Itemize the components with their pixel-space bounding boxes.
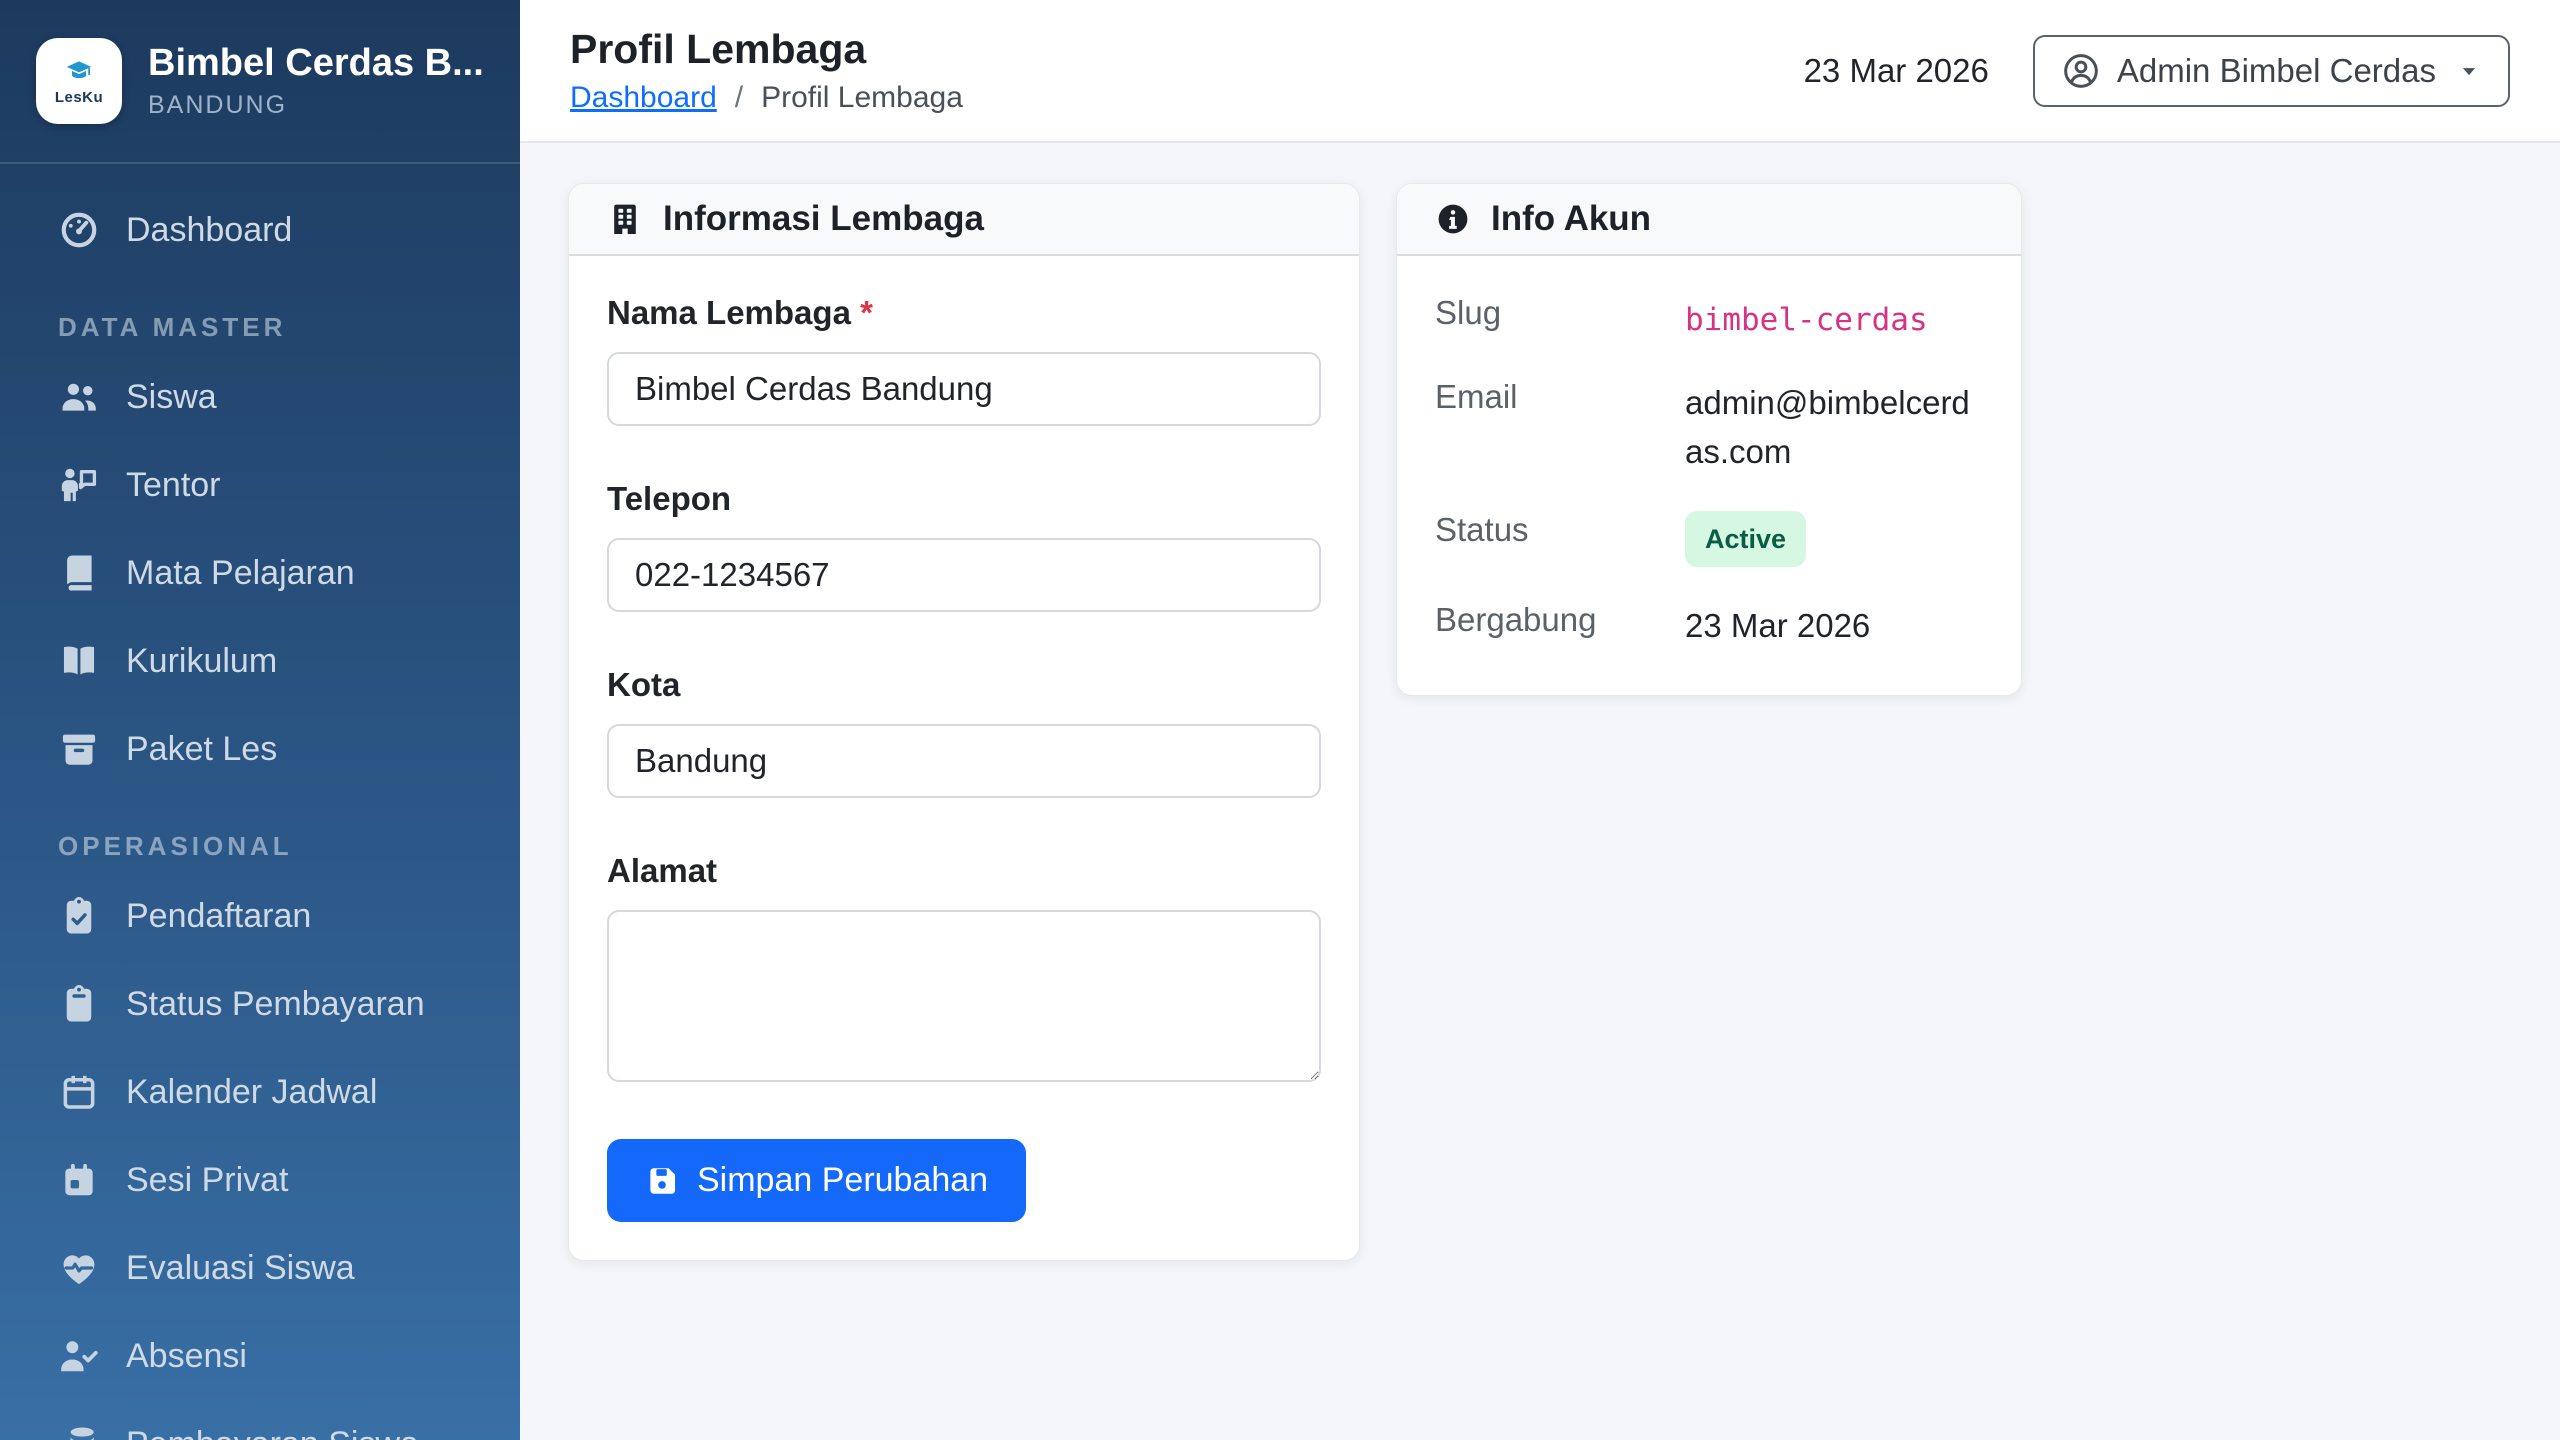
brand[interactable]: LesKu Bimbel Cerdas B... BANDUNG: [0, 0, 520, 164]
sidebar-item-label: Dashboard: [126, 210, 293, 249]
account-row-bergabung: Bergabung 23 Mar 2026: [1435, 601, 1983, 651]
sidebar-item-label: Pendaftaran: [126, 896, 312, 935]
kota-input[interactable]: [607, 724, 1321, 798]
caret-down-icon: [2456, 58, 2482, 84]
sidebar-item-label: Pembayaran Siswa: [126, 1425, 419, 1440]
calendar-icon: [58, 1071, 100, 1113]
sidebar-item-paket-les[interactable]: Paket Les: [18, 713, 502, 785]
coins-icon: [58, 1423, 100, 1440]
sidebar-item-label: Absensi: [126, 1336, 247, 1375]
info-circle-icon: [1435, 201, 1471, 237]
user-menu-button[interactable]: Admin Bimbel Cerdas: [2032, 34, 2510, 107]
email-value: admin@bimbelcerdas.com: [1685, 383, 1970, 471]
clipboard-icon: [58, 983, 100, 1025]
sidebar-nav: Dashboard DATA MASTER Siswa Tentor Mata …: [0, 164, 520, 1440]
sidebar-item-label: Kalender Jadwal: [126, 1072, 378, 1111]
sidebar-item-dashboard[interactable]: Dashboard: [18, 194, 502, 266]
topbar: Profil Lembaga Dashboard / Profil Lembag…: [520, 0, 2560, 143]
book-open-icon: [58, 640, 100, 682]
slug-value: bimbel-cerdas: [1685, 302, 1928, 338]
save-button-label: Simpan Perubahan: [697, 1161, 989, 1199]
row-label: Slug: [1435, 294, 1502, 331]
account-row-email: Email admin@bimbelcerdas.com: [1435, 378, 1983, 477]
informasi-lembaga-card: Informasi Lembaga Nama Lembaga * Telepon…: [568, 183, 1360, 1261]
current-date: 23 Mar 2026: [1803, 51, 1989, 89]
card-title: Info Akun: [1491, 199, 1652, 238]
building-icon: [607, 201, 643, 237]
user-check-icon: [58, 1335, 100, 1377]
card-title: Informasi Lembaga: [663, 199, 984, 238]
row-label: Status: [1435, 510, 1529, 548]
heart-pulse-icon: [58, 1247, 100, 1289]
sidebar-item-label: Paket Les: [126, 729, 278, 768]
joined-value: 23 Mar 2026: [1685, 607, 1871, 644]
sidebar-item-sesi-privat[interactable]: Sesi Privat: [18, 1144, 502, 1216]
sidebar-item-absensi[interactable]: Absensi: [18, 1320, 502, 1392]
status-badge: Active: [1685, 510, 1807, 567]
sidebar-item-siswa[interactable]: Siswa: [18, 361, 502, 433]
required-asterisk: *: [860, 294, 873, 331]
sidebar-item-pembayaran-siswa[interactable]: Pembayaran Siswa: [18, 1408, 502, 1440]
account-row-slug: Slug bimbel-cerdas: [1435, 294, 1983, 344]
sidebar-item-label: Kurikulum: [126, 641, 278, 680]
sidebar-item-mata-pelajaran[interactable]: Mata Pelajaran: [18, 537, 502, 609]
sidebar: LesKu Bimbel Cerdas B... BANDUNG Dashboa…: [0, 0, 520, 1440]
breadcrumb: Dashboard / Profil Lembaga: [570, 81, 963, 115]
main-area: Profil Lembaga Dashboard / Profil Lembag…: [520, 0, 2560, 1440]
row-label: Bergabung: [1435, 601, 1597, 638]
calendar-day-icon: [58, 1159, 100, 1201]
alamat-textarea[interactable]: [607, 910, 1321, 1082]
breadcrumb-separator: /: [734, 81, 744, 114]
row-label: Email: [1435, 377, 1518, 415]
gauge-icon: [58, 209, 100, 251]
book-icon: [58, 552, 100, 594]
brand-logo-text: LesKu: [54, 88, 104, 106]
sidebar-item-label: Tentor: [126, 465, 221, 504]
sidebar-section-data-master: DATA MASTER: [58, 312, 287, 342]
account-row-status: Status Active: [1435, 510, 1983, 567]
sidebar-section-operasional: OPERASIONAL: [58, 831, 293, 861]
sidebar-item-label: Siswa: [126, 377, 217, 416]
sidebar-item-label: Evaluasi Siswa: [126, 1248, 355, 1287]
sidebar-item-status-pembayaran[interactable]: Status Pembayaran: [18, 968, 502, 1040]
clipboard-check-icon: [58, 895, 100, 937]
field-label-telepon: Telepon: [607, 480, 732, 517]
field-label-alamat: Alamat: [607, 852, 718, 889]
field-label-kota: Kota: [607, 666, 681, 703]
graduation-cap-icon: [61, 57, 97, 87]
person-circle-icon: [2061, 51, 2101, 91]
sidebar-item-tentor[interactable]: Tentor: [18, 449, 502, 521]
floppy-disk-icon: [645, 1164, 679, 1198]
telepon-input[interactable]: [607, 538, 1321, 612]
simpan-perubahan-button[interactable]: Simpan Perubahan: [607, 1139, 1027, 1222]
sidebar-item-kurikulum[interactable]: Kurikulum: [18, 625, 502, 697]
sidebar-item-label: Status Pembayaran: [126, 984, 425, 1023]
breadcrumb-dashboard-link[interactable]: Dashboard: [570, 81, 717, 114]
breadcrumb-current: Profil Lembaga: [761, 81, 963, 114]
box-archive-icon: [58, 728, 100, 770]
brand-subtitle: BANDUNG: [148, 91, 288, 120]
person-chalkboard-icon: [58, 464, 100, 506]
info-akun-card: Info Akun Slug bimbel-cerdas Email admin…: [1396, 183, 2022, 696]
field-label-nama-lembaga: Nama Lembaga: [607, 294, 851, 331]
sidebar-item-pendaftaran[interactable]: Pendaftaran: [18, 880, 502, 952]
sidebar-item-kalender-jadwal[interactable]: Kalender Jadwal: [18, 1056, 502, 1128]
nama-lembaga-input[interactable]: [607, 352, 1321, 426]
content: Informasi Lembaga Nama Lembaga * Telepon…: [520, 143, 2560, 1440]
brand-logo: LesKu: [36, 38, 122, 124]
user-menu-label: Admin Bimbel Cerdas: [2116, 51, 2436, 89]
sidebar-item-label: Mata Pelajaran: [126, 553, 355, 592]
page-title: Profil Lembaga: [570, 26, 867, 72]
sidebar-item-label: Sesi Privat: [126, 1160, 289, 1199]
users-icon: [58, 376, 100, 418]
sidebar-item-evaluasi-siswa[interactable]: Evaluasi Siswa: [18, 1232, 502, 1304]
brand-name: Bimbel Cerdas B...: [148, 41, 484, 84]
